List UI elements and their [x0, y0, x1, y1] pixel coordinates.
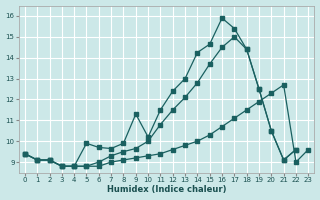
X-axis label: Humidex (Indice chaleur): Humidex (Indice chaleur)	[107, 185, 226, 194]
